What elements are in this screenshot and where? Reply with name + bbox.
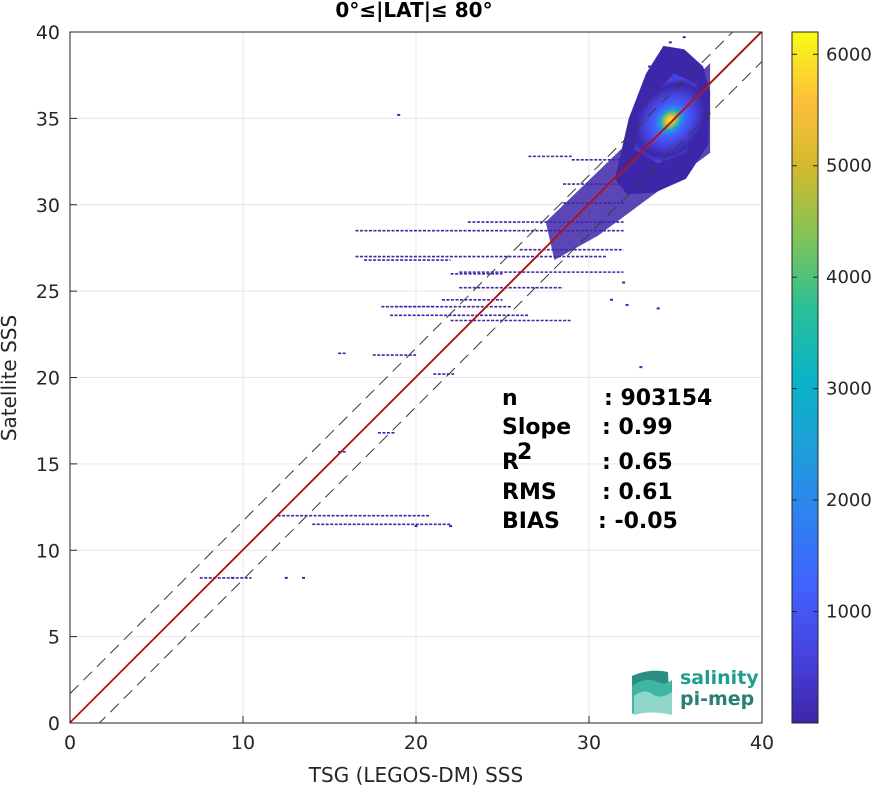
y-tick-label: 35 xyxy=(36,108,60,130)
x-axis-ticks: 0 10 20 30 40 xyxy=(64,716,774,754)
stat-superscript: 2 xyxy=(517,440,532,465)
x-tick-label: 40 xyxy=(750,732,774,754)
reference-lines xyxy=(70,32,762,723)
data-point xyxy=(284,576,288,579)
y-tick-label: 30 xyxy=(36,195,60,217)
stat-value: : 903154 xyxy=(604,386,712,411)
colorbar-tick-label: 5000 xyxy=(826,156,872,177)
colorbar-ticks: 1000 2000 3000 4000 5000 6000 xyxy=(792,44,872,623)
x-tick-label: 10 xyxy=(231,732,255,754)
data-point xyxy=(609,298,613,301)
density-core xyxy=(629,78,712,162)
dashed-envelope-line xyxy=(98,61,762,723)
y-tick-label: 15 xyxy=(36,454,60,476)
data-point xyxy=(449,525,453,528)
y-tick-label: 20 xyxy=(36,368,60,390)
x-axis-label: TSG (LEGOS-DM) SSS xyxy=(308,763,523,787)
y-tick-label: 40 xyxy=(36,22,60,44)
stat-value: : 0.99 xyxy=(602,415,673,440)
data-point xyxy=(231,576,235,579)
data-point xyxy=(648,65,652,68)
stat-label: n xyxy=(502,386,518,411)
y-tick-label: 0 xyxy=(48,713,60,735)
data-point xyxy=(639,366,643,369)
x-tick-label: 0 xyxy=(64,732,76,754)
colorbar-tick-label: 3000 xyxy=(826,379,872,400)
dashed-envelope-line xyxy=(70,32,734,694)
data-point xyxy=(397,113,401,116)
stat-value: : 0.65 xyxy=(602,450,673,475)
y-axis-label: Satellite SSS xyxy=(0,315,21,441)
stats-block: n : 903154 Slope : 0.99 R2 : 0.65 RMS : 0.61 BIA… xyxy=(502,386,712,534)
stat-label: Slope xyxy=(502,415,571,440)
y-tick-label: 5 xyxy=(48,627,60,649)
logo-text-salinity: salinity xyxy=(680,667,759,689)
waves-icon xyxy=(632,670,672,715)
x-tick-label: 30 xyxy=(577,732,601,754)
data-point xyxy=(302,576,306,579)
data-point xyxy=(625,303,629,306)
data-point xyxy=(622,281,626,284)
colorbar-tick-label: 6000 xyxy=(826,44,872,65)
salinity-pi-mep-logo: salinity pi-mep xyxy=(632,667,759,715)
y-tick-label: 10 xyxy=(36,540,60,562)
stat-value: : -0.05 xyxy=(598,509,678,534)
chart-title: 0°≤|LAT|≤ 80° xyxy=(335,0,492,22)
y-axis-ticks: 0 5 10 15 20 25 30 35 40 xyxy=(36,22,77,735)
data-point xyxy=(682,36,686,39)
y-tick-label: 25 xyxy=(36,281,60,303)
colorbar-tick-label: 2000 xyxy=(826,490,872,511)
x-tick-label: 20 xyxy=(404,732,428,754)
stat-value: : 0.61 xyxy=(602,480,673,505)
stat-label: RMS xyxy=(502,480,557,505)
data-point xyxy=(656,307,660,310)
colorbar-tick-label: 4000 xyxy=(826,267,872,288)
data-point xyxy=(414,525,418,528)
stat-label: BIAS xyxy=(502,509,560,534)
colorbar xyxy=(791,31,819,724)
logo-text-pi-mep: pi-mep xyxy=(680,688,754,710)
data-point xyxy=(668,41,672,44)
stat-label: R xyxy=(502,450,519,475)
colorbar-tick-label: 1000 xyxy=(826,602,872,623)
regression-line xyxy=(70,32,762,723)
